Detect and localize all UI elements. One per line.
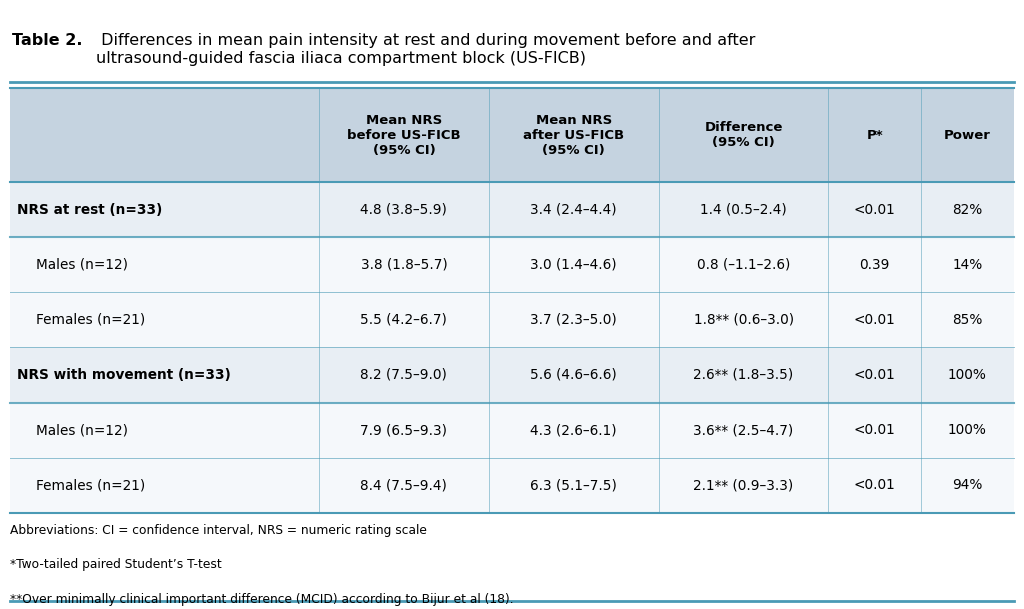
Bar <box>10 182 1014 237</box>
Text: 3.4 (2.4–4.4): 3.4 (2.4–4.4) <box>530 203 617 217</box>
Text: Females (n=21): Females (n=21) <box>36 313 145 327</box>
Text: Abbreviations: CI = confidence interval, NRS = numeric rating scale: Abbreviations: CI = confidence interval,… <box>10 524 427 537</box>
Text: 3.0 (1.4–4.6): 3.0 (1.4–4.6) <box>530 258 617 272</box>
Text: 6.3 (5.1–7.5): 6.3 (5.1–7.5) <box>530 478 617 492</box>
Text: <0.01: <0.01 <box>854 203 896 217</box>
Text: Mean NRS
before US-FICB
(95% CI): Mean NRS before US-FICB (95% CI) <box>347 113 461 157</box>
Text: 4.8 (3.8–5.9): 4.8 (3.8–5.9) <box>360 203 447 217</box>
Text: 1.8** (0.6–3.0): 1.8** (0.6–3.0) <box>693 313 794 327</box>
Text: Power: Power <box>944 128 991 141</box>
Text: 8.2 (7.5–9.0): 8.2 (7.5–9.0) <box>360 368 447 382</box>
Bar <box>10 403 1014 457</box>
Text: Males (n=12): Males (n=12) <box>36 258 128 272</box>
Text: <0.01: <0.01 <box>854 478 896 492</box>
Text: <0.01: <0.01 <box>854 313 896 327</box>
Bar <box>10 88 1014 182</box>
Text: 14%: 14% <box>952 258 983 272</box>
Text: NRS with movement (n=33): NRS with movement (n=33) <box>17 368 231 382</box>
Text: 82%: 82% <box>952 203 983 217</box>
Text: P*: P* <box>866 128 883 141</box>
Text: 3.6** (2.5–4.7): 3.6** (2.5–4.7) <box>693 423 794 437</box>
Text: <0.01: <0.01 <box>854 423 896 437</box>
Text: 94%: 94% <box>952 478 983 492</box>
Text: Difference
(95% CI): Difference (95% CI) <box>705 121 782 149</box>
Text: 4.3 (2.6–6.1): 4.3 (2.6–6.1) <box>530 423 617 437</box>
Text: 5.6 (4.6–6.6): 5.6 (4.6–6.6) <box>530 368 617 382</box>
Text: 85%: 85% <box>952 313 983 327</box>
Text: 1.4 (0.5–2.4): 1.4 (0.5–2.4) <box>700 203 787 217</box>
Text: NRS at rest (n=33): NRS at rest (n=33) <box>17 203 163 217</box>
Text: <0.01: <0.01 <box>854 368 896 382</box>
Bar <box>10 347 1014 403</box>
Text: 7.9 (6.5–9.3): 7.9 (6.5–9.3) <box>360 423 447 437</box>
Text: 100%: 100% <box>948 423 987 437</box>
Text: Females (n=21): Females (n=21) <box>36 478 145 492</box>
Text: Males (n=12): Males (n=12) <box>36 423 128 437</box>
Text: **Over minimally clinical important difference (MCID) according to Bijur et al (: **Over minimally clinical important diff… <box>10 593 514 606</box>
Text: 8.4 (7.5–9.4): 8.4 (7.5–9.4) <box>360 478 447 492</box>
Bar <box>10 237 1014 292</box>
Bar <box>10 292 1014 347</box>
Text: 2.6** (1.8–3.5): 2.6** (1.8–3.5) <box>693 368 794 382</box>
Text: Mean NRS
after US-FICB
(95% CI): Mean NRS after US-FICB (95% CI) <box>523 113 625 157</box>
Text: 3.8 (1.8–5.7): 3.8 (1.8–5.7) <box>360 258 447 272</box>
Text: 0.39: 0.39 <box>859 258 890 272</box>
Text: 2.1** (0.9–3.3): 2.1** (0.9–3.3) <box>693 478 794 492</box>
Text: Differences in mean pain intensity at rest and during movement before and after
: Differences in mean pain intensity at re… <box>96 33 756 66</box>
Text: 5.5 (4.2–6.7): 5.5 (4.2–6.7) <box>360 313 447 327</box>
Text: Table 2.: Table 2. <box>12 33 83 48</box>
Text: 3.7 (2.3–5.0): 3.7 (2.3–5.0) <box>530 313 617 327</box>
Text: 0.8 (–1.1–2.6): 0.8 (–1.1–2.6) <box>697 258 791 272</box>
Text: 100%: 100% <box>948 368 987 382</box>
Text: *Two-tailed paired Student’s T-test: *Two-tailed paired Student’s T-test <box>10 558 222 571</box>
Bar <box>10 457 1014 513</box>
